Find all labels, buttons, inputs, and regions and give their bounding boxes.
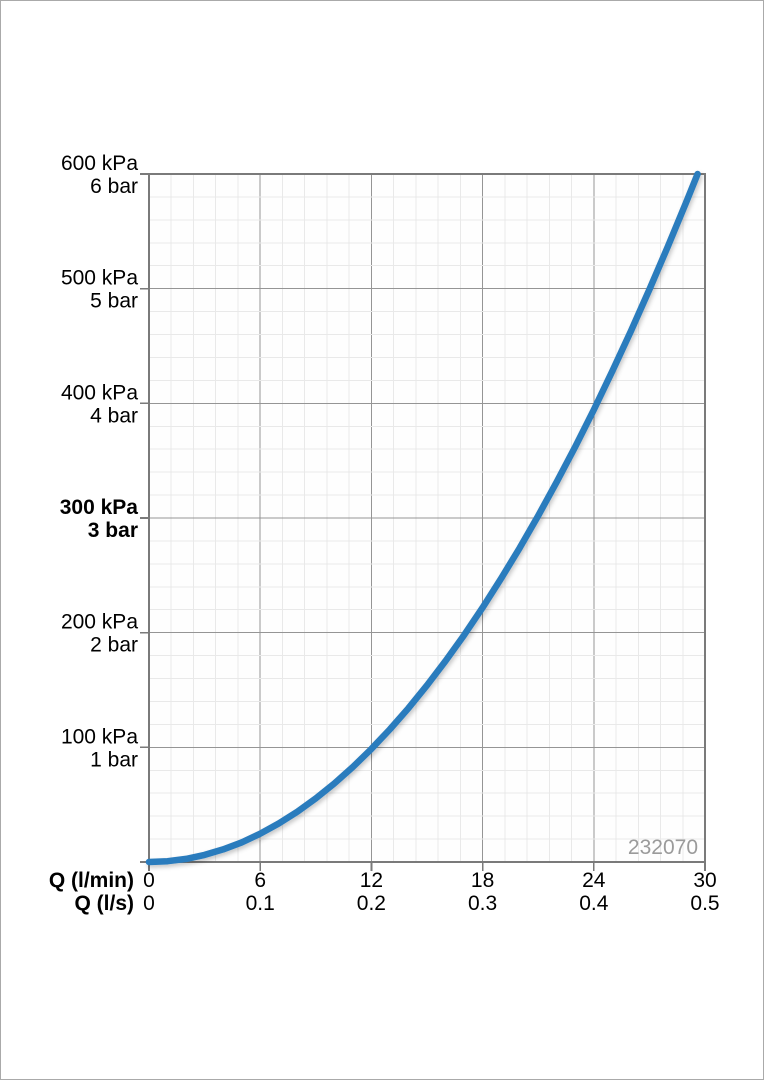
- y-tick-label-bar: 2 bar: [90, 634, 138, 657]
- y-tick-label-bar: 6 bar: [90, 175, 138, 198]
- x-tick-label-lmin: 0: [143, 869, 155, 892]
- x-tick-label-lmin: 24: [582, 869, 606, 892]
- x-tick-label-ls: 0: [143, 892, 155, 915]
- y-tick-label-kpa: 400 kPa: [61, 381, 138, 404]
- y-tick-label-kpa: 500 kPa: [61, 267, 138, 290]
- x-tick-label-lmin: 6: [254, 869, 266, 892]
- x-axis-unit-label-ls: Q (l/s): [74, 892, 134, 915]
- y-tick-label-kpa: 300 kPa: [60, 496, 139, 519]
- x-tick-label-ls: 0.3: [468, 892, 497, 915]
- y-tick-label-kpa: 600 kPa: [61, 152, 138, 175]
- x-tick-label-lmin: 18: [471, 869, 494, 892]
- flow-pressure-curve: [145, 170, 701, 866]
- x-tick-label-lmin: 12: [360, 869, 383, 892]
- y-tick-label-bar: 3 bar: [88, 519, 138, 542]
- x-tick-label-ls: 0.2: [357, 892, 386, 915]
- x-tick-label-ls: 0.5: [690, 892, 719, 915]
- y-tick-label-kpa: 200 kPa: [61, 611, 138, 634]
- x-axis-unit-label-lmin: Q (l/min): [48, 869, 134, 892]
- y-tick-label-bar: 4 bar: [90, 404, 138, 427]
- x-tick-label-lmin: 30: [693, 869, 716, 892]
- y-tick-label-bar: 1 bar: [90, 748, 138, 771]
- x-tick-label-ls: 0.4: [579, 892, 609, 915]
- product-code-label: 232070: [627, 836, 698, 859]
- x-tick-label-ls: 0.1: [246, 892, 275, 915]
- y-tick-label-bar: 5 bar: [90, 290, 138, 313]
- y-tick-label-kpa: 100 kPa: [61, 725, 138, 748]
